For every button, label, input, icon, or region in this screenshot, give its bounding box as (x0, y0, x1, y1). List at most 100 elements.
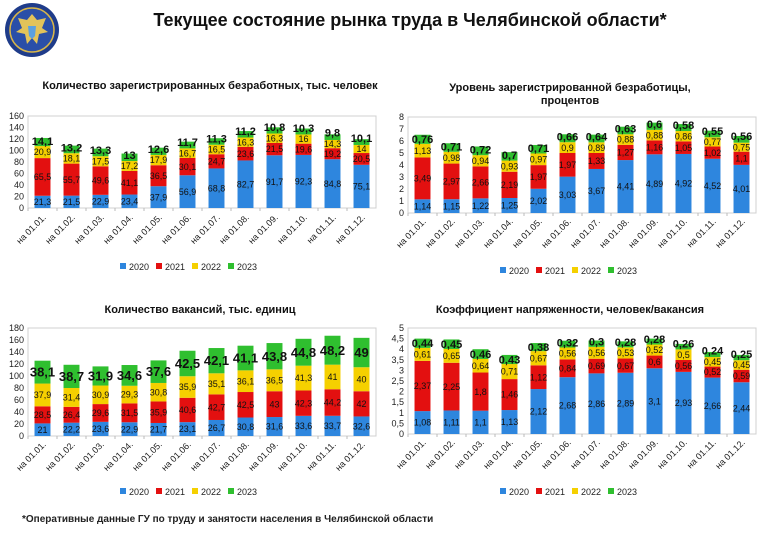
bar-segment-2020 (324, 159, 341, 208)
bar-segment-2023 (295, 128, 312, 135)
bar-segment-2021 (34, 406, 51, 424)
x-tick-label: на 01.01. (14, 212, 48, 246)
data-label-2021: 3,49 (414, 174, 432, 184)
data-label-2022: 0,97 (530, 154, 548, 164)
bar-segment-2021 (733, 151, 750, 165)
bar-segment-2023 (414, 338, 431, 348)
bar-segment-2023 (237, 345, 254, 371)
bar-segment-2021 (92, 404, 109, 422)
bar-segment-2020 (472, 410, 489, 434)
data-label-2022: 18,1 (63, 154, 81, 164)
x-tick-label: на 01.10. (275, 439, 309, 473)
legend-label: 2022 (201, 262, 221, 272)
bar-segment-2020 (414, 199, 431, 213)
bar-segment-2022 (121, 385, 138, 404)
bar-segment-2021 (733, 369, 750, 383)
bar-segment-2023 (704, 130, 721, 138)
data-label-2023: 0,63 (615, 123, 636, 135)
bar-segment-2022 (121, 161, 138, 171)
bar-segment-2020 (733, 382, 750, 434)
y-tick-label: 0 (19, 431, 24, 441)
x-tick-label: на 01.02. (43, 212, 77, 246)
x-tick-label: на 01.10. (655, 437, 689, 471)
data-label-2023: 0,38 (528, 342, 549, 354)
data-label-2022: 30,9 (92, 390, 110, 400)
bar-segment-2020 (324, 415, 341, 436)
data-label-2021: 2,97 (443, 177, 461, 187)
y-tick-label: 2,5 (391, 376, 404, 386)
data-label-2021: 49,6 (92, 176, 110, 186)
y-tick-label: 5 (399, 148, 404, 158)
data-label-2022: 16,3 (266, 133, 284, 143)
data-label-2023: 0,56 (731, 131, 752, 143)
data-label-2022: 17,5 (92, 156, 110, 166)
data-label-2022: 36,5 (266, 375, 284, 385)
data-label-2022: 0,67 (530, 353, 548, 363)
data-label-2020: 22,2 (63, 424, 81, 434)
data-label-2021: 2,66 (472, 178, 490, 188)
data-label-2020: 1,1 (474, 417, 487, 427)
data-label-2020: 92,3 (295, 177, 313, 187)
legend-swatch-2021 (536, 488, 542, 494)
bar-segment-2022 (92, 385, 109, 405)
bar-segment-2020 (675, 153, 692, 213)
bar-segment-2022 (237, 370, 254, 393)
x-tick-label: на 01.11. (305, 439, 338, 472)
y-tick-label: 0 (399, 208, 404, 218)
bar-segment-2020 (353, 416, 370, 436)
data-label-2023: 12,6 (148, 144, 169, 156)
x-tick-label: на 01.02. (423, 437, 457, 471)
bar-segment-2023 (34, 137, 51, 147)
data-label-2020: 4,52 (704, 181, 722, 191)
bar-segment-2021 (266, 391, 283, 418)
data-label-2020: 2,68 (559, 401, 577, 411)
bar-segment-2022 (266, 369, 283, 392)
data-label-2020: 31,6 (266, 422, 284, 432)
bar-segment-2020 (295, 415, 312, 436)
bar-segment-2020 (179, 422, 196, 436)
bar-segment-2023 (324, 134, 341, 140)
legend-label: 2020 (129, 487, 149, 497)
data-label-2023: 37,6 (146, 364, 171, 379)
data-label-2020: 4,01 (733, 184, 751, 194)
data-label-2020: 91,7 (266, 177, 284, 187)
data-label-2021: 19,2 (324, 149, 342, 159)
x-tick-label: на 01.01. (14, 439, 48, 473)
bar-segment-2020 (559, 377, 576, 434)
chart-unemployment-rate: Уровень зарегистрированной безработицы, … (380, 78, 760, 308)
data-label-2020: 82,7 (237, 179, 255, 189)
bar-segment-2021 (617, 144, 634, 161)
bar-segment-2020 (237, 160, 254, 208)
y-tick-label: 3,5 (391, 355, 404, 365)
bar-segment-2020 (588, 168, 605, 213)
y-tick-label: 6 (399, 136, 404, 146)
emblem-logo (5, 3, 59, 57)
bar-segment-2023 (237, 131, 254, 138)
data-label-2021: 23,6 (237, 149, 255, 159)
bar-segment-2021 (208, 154, 225, 169)
bar-segment-2022 (208, 144, 225, 155)
data-label-2022: 1,13 (414, 146, 432, 156)
bar-segment-2021 (472, 166, 489, 199)
bar-segment-2020 (414, 411, 431, 434)
data-label-2023: 0,43 (499, 354, 520, 366)
data-label-2023: 11,3 (206, 133, 227, 145)
bar-segment-2020 (63, 195, 80, 208)
data-label-2023: 0,7 (502, 150, 517, 162)
x-tick-label: на 01.10. (655, 216, 689, 250)
x-tick-label: на 01.05. (130, 439, 164, 473)
data-label-2023: 0,3 (589, 337, 604, 349)
x-tick-label: на 01.02. (423, 216, 457, 250)
data-label-2020: 4,41 (617, 182, 635, 192)
data-label-2023: 41,1 (233, 351, 258, 366)
data-label-2023: 13 (123, 150, 135, 162)
bar-segment-2020 (92, 421, 109, 436)
data-label-2021: 55,7 (63, 175, 81, 185)
bar-segment-2021 (704, 146, 721, 159)
bar-segment-2021 (63, 406, 80, 423)
data-label-2021: 1,1 (735, 153, 748, 163)
x-tick-label: на 01.05. (510, 216, 544, 250)
data-label-2020: 30,8 (237, 422, 255, 432)
y-tick-label: 140 (9, 123, 24, 133)
